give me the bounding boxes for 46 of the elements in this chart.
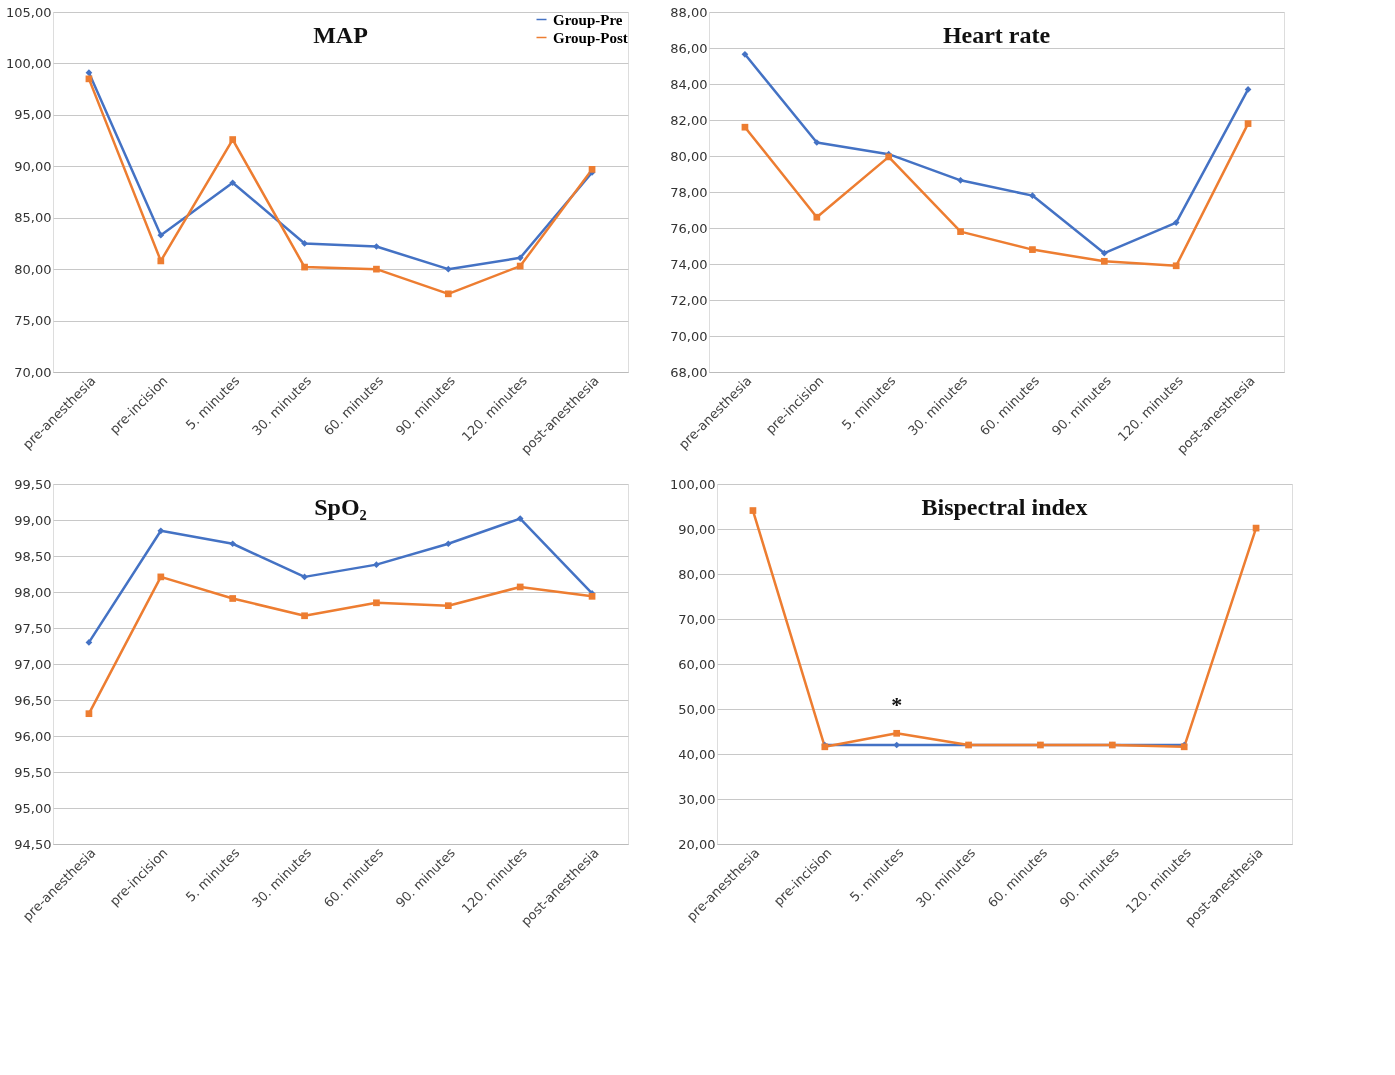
y-tick-label: 85,00: [14, 210, 52, 226]
y-tick-label: 68,00: [670, 364, 708, 380]
y-tick-label: 105,00: [6, 4, 52, 20]
y-tick-label: 70,00: [14, 364, 52, 380]
y-tick-label: 95,00: [14, 800, 52, 816]
y-tick-label: 60,00: [678, 656, 716, 672]
y-tick-label: 98,50: [14, 548, 52, 564]
y-tick-label: 94,50: [14, 836, 52, 852]
chart-title: MAP: [313, 22, 368, 48]
y-tick-label: 74,00: [670, 256, 708, 272]
y-tick-label: 80,00: [14, 261, 52, 277]
chart-title: SpO₂: [314, 494, 367, 520]
y-tick-label: 90,00: [678, 521, 716, 537]
y-tick-label: 100,00: [670, 476, 716, 492]
y-tick-label: 96,00: [14, 728, 52, 744]
y-tick-label: 95,50: [14, 764, 52, 780]
y-tick-label: 82,00: [670, 112, 708, 128]
chart-title: Heart rate: [942, 22, 1051, 48]
y-tick-label: 70,00: [670, 328, 708, 344]
y-tick-label: 76,00: [670, 220, 708, 236]
y-tick-label: 96,50: [14, 692, 52, 708]
legend-label: Group-Post: [553, 29, 628, 46]
y-tick-label: 75,00: [14, 313, 52, 329]
y-tick-label: 98,00: [14, 584, 52, 600]
y-tick-label: 90,00: [14, 158, 52, 174]
y-tick-label: 88,00: [670, 4, 708, 20]
y-tick-label: 84,00: [670, 76, 708, 92]
y-tick-label: 50,00: [678, 701, 716, 717]
y-tick-label: 72,00: [670, 292, 708, 308]
legend-label: Group-Pre: [553, 11, 623, 28]
y-tick-label: 40,00: [678, 746, 716, 762]
y-tick-label: 99,00: [14, 512, 52, 528]
y-tick-label: 97,00: [14, 656, 52, 672]
y-tick-label: 95,00: [14, 107, 52, 123]
y-tick-label: 86,00: [670, 40, 708, 56]
y-tick-label: 80,00: [670, 148, 708, 164]
y-tick-label: 80,00: [678, 566, 716, 582]
y-tick-label: 30,00: [678, 791, 716, 807]
y-tick-label: 70,00: [678, 611, 716, 627]
y-tick-label: 78,00: [670, 184, 708, 200]
chart-title: Bispectral index: [921, 494, 1088, 520]
y-tick-label: 100,00: [6, 55, 52, 71]
y-tick-label: 20,00: [678, 836, 716, 852]
y-tick-label: 99,50: [14, 476, 52, 492]
y-tick-label: 97,50: [14, 620, 52, 636]
annotation: *: [891, 692, 903, 718]
